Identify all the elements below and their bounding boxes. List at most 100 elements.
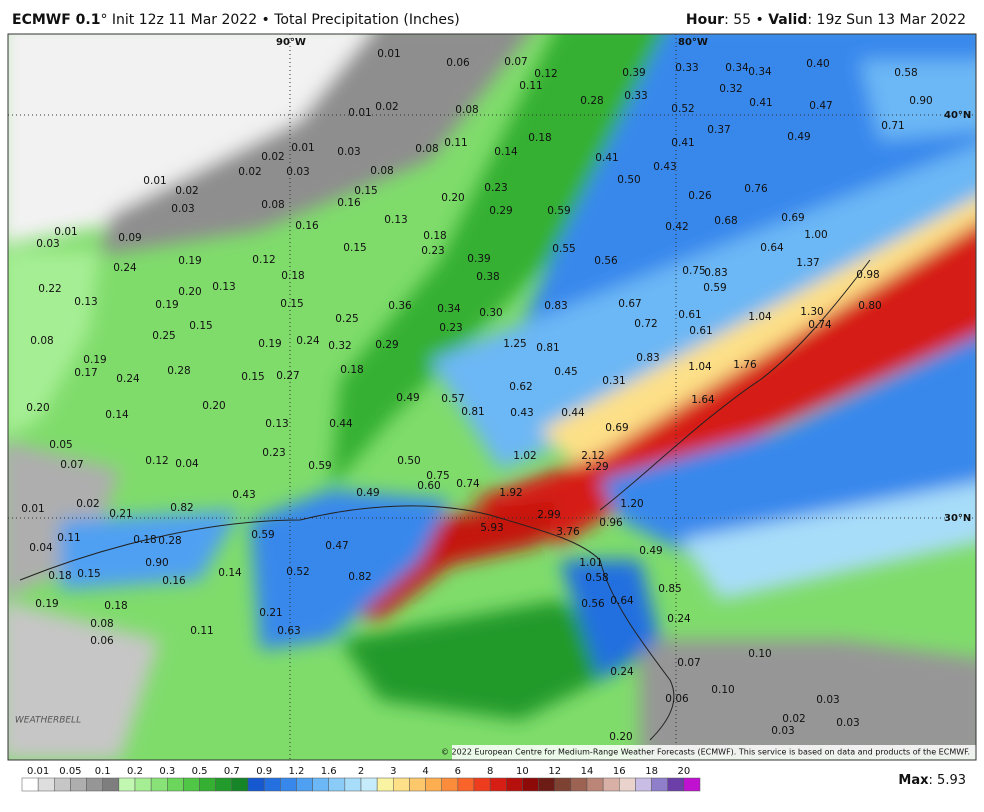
value-label: 0.15 <box>77 568 100 580</box>
value-label: 1.37 <box>796 257 819 269</box>
value-label: 0.47 <box>325 540 348 552</box>
value-label: 0.49 <box>787 131 810 143</box>
value-label: 0.16 <box>295 220 319 232</box>
value-label: 0.05 <box>49 439 72 451</box>
copyright-bg <box>452 745 976 760</box>
colorbar-tick-label: 12 <box>548 766 561 777</box>
value-label: 0.52 <box>671 103 694 115</box>
value-label: 0.38 <box>476 271 499 283</box>
value-label: 5.93 <box>480 522 503 534</box>
value-label: 0.03 <box>771 725 794 737</box>
value-label: 0.24 <box>296 335 320 347</box>
value-label: 0.63 <box>277 625 300 637</box>
colorbar-tick-label: 0.9 <box>256 766 272 777</box>
value-label: 0.32 <box>328 340 351 352</box>
colorbar-tick-label: 4 <box>422 766 428 777</box>
value-label: 0.13 <box>265 418 288 430</box>
value-label: 0.45 <box>554 366 577 378</box>
colorbar-tick-label: 0.5 <box>192 766 208 777</box>
value-label: 0.07 <box>60 459 83 471</box>
value-label: 0.71 <box>881 120 904 132</box>
colorbar-tick-label: 3 <box>390 766 396 777</box>
color-box <box>296 777 313 792</box>
value-label: 1.25 <box>503 338 526 350</box>
value-label: 0.04 <box>29 542 53 554</box>
map: 90°W 80°W 40°N 30°N 0.010.06 0.070.120.11… <box>8 34 976 760</box>
value-label: 0.02 <box>76 498 99 510</box>
description: ° Init 12z 11 Mar 2022 • Total Precipita… <box>100 12 459 28</box>
value-label: 0.83 <box>544 300 567 312</box>
colorbar-tick-label: 0.3 <box>159 766 175 777</box>
colorbar-tick-label: 18 <box>645 766 658 777</box>
value-label: 0.22 <box>38 283 61 295</box>
value-label: 0.44 <box>329 418 353 430</box>
color-box <box>457 777 475 792</box>
color-box <box>619 777 636 792</box>
value-label: 0.18 <box>133 534 156 546</box>
colorbar-tick-label: 2 <box>358 766 364 777</box>
value-label: 0.34 <box>725 62 749 74</box>
value-label: 0.64 <box>610 595 634 607</box>
value-label: 0.18 <box>528 132 551 144</box>
color-box <box>586 777 604 792</box>
valid-value: : 19z Sun 13 Mar 2022 <box>807 12 966 28</box>
value-label: 0.19 <box>258 338 281 350</box>
value-label: 0.43 <box>653 161 676 173</box>
value-label: 0.81 <box>461 406 484 418</box>
value-label: 0.41 <box>595 152 618 164</box>
value-label: 0.61 <box>689 325 712 337</box>
lat-label: 30°N <box>944 513 971 524</box>
color-box <box>651 777 668 792</box>
value-label: 0.23 <box>439 322 462 334</box>
value-label: 0.64 <box>760 242 784 254</box>
value-label: 0.02 <box>238 166 261 178</box>
value-label: 0.69 <box>781 212 804 224</box>
value-label: 0.69 <box>605 422 628 434</box>
value-label: 0.15 <box>354 185 377 197</box>
value-label: 3.76 <box>556 526 580 538</box>
value-label: 0.20 <box>441 192 464 204</box>
value-label: 0.03 <box>816 694 839 706</box>
value-label: 0.58 <box>894 67 917 79</box>
value-label: 0.01 <box>291 142 314 154</box>
value-label: 0.01 <box>21 503 44 515</box>
value-label: 0.56 <box>594 255 618 267</box>
value-label: 0.39 <box>467 253 490 265</box>
value-label: 0.44 <box>561 407 585 419</box>
value-label: 0.11 <box>190 625 213 637</box>
value-label: 0.28 <box>158 535 181 547</box>
value-label: 0.50 <box>397 455 420 467</box>
value-label: 0.03 <box>286 166 309 178</box>
value-label: 0.67 <box>618 298 641 310</box>
value-label: 1.20 <box>620 498 643 510</box>
value-label: 0.24 <box>113 262 137 274</box>
value-label: 2.99 <box>537 509 560 521</box>
value-label: 0.61 <box>678 309 701 321</box>
lon-label: 90°W <box>276 37 306 48</box>
color-box <box>215 777 233 792</box>
color-box <box>602 777 620 792</box>
value-label: 0.43 <box>510 407 533 419</box>
value-label: 0.14 <box>218 567 242 579</box>
value-label: 0.57 <box>441 393 464 405</box>
value-label: 0.50 <box>617 174 640 186</box>
value-label: 0.11 <box>57 532 80 544</box>
value-label: 0.01 <box>348 107 371 119</box>
value-label: 0.19 <box>178 255 201 267</box>
value-label: 0.32 <box>719 83 742 95</box>
value-label: 0.10 <box>711 684 734 696</box>
value-label: 0.75 <box>682 265 705 277</box>
value-label: 0.24 <box>667 613 691 625</box>
value-label: 0.13 <box>212 281 235 293</box>
value-label: 0.12 <box>534 68 557 80</box>
value-label: 0.33 <box>624 90 647 102</box>
value-label: 0.68 <box>714 215 737 227</box>
value-label: 0.25 <box>152 330 175 342</box>
color-box <box>393 777 410 792</box>
value-label: 0.41 <box>749 97 772 109</box>
value-label: 0.03 <box>171 203 194 215</box>
value-label: 0.90 <box>145 557 168 569</box>
hour-value: : 55 • <box>724 12 768 28</box>
colorbar-tick-label: 10 <box>516 766 529 777</box>
